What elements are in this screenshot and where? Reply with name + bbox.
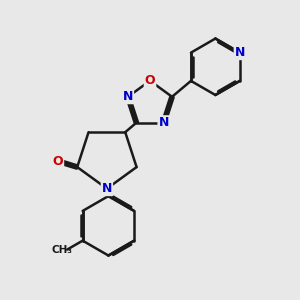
Text: CH₃: CH₃ [51,245,72,255]
Text: N: N [123,90,133,103]
Text: N: N [102,182,112,195]
Text: O: O [52,154,63,168]
Text: O: O [145,74,155,87]
Text: N: N [235,46,245,59]
Text: N: N [158,116,169,129]
